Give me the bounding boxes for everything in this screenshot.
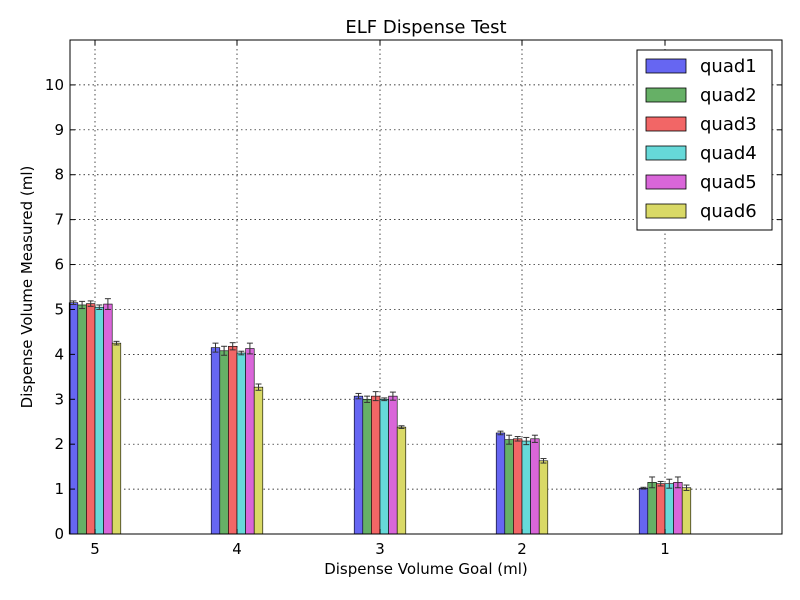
y-tick-label: 5	[54, 300, 64, 318]
legend: quad1 quad2 quad3 quad4 quad5 quad6	[636, 49, 773, 231]
legend-label-quad6: quad6	[700, 201, 757, 222]
bar-quad2-1	[647, 482, 657, 535]
bar-quad4-3	[379, 398, 389, 535]
legend-label-quad5: quad5	[700, 172, 757, 193]
bar-quad4-4	[236, 352, 246, 535]
bar-quad1-1	[638, 487, 649, 535]
bar-quad5-2	[530, 438, 540, 535]
legend-swatch-quad5	[645, 174, 687, 190]
bar-quad3-3	[371, 395, 381, 535]
x-tick-label: 5	[90, 540, 100, 558]
legend-swatch-quad3	[645, 116, 687, 132]
bar-quad4-5	[94, 306, 104, 535]
bar-quad1-3	[353, 395, 364, 535]
x-tick-label: 2	[517, 540, 527, 558]
bar-quad2-3	[362, 398, 372, 535]
y-tick-label: 7	[54, 211, 64, 229]
bar-quad4-2	[521, 440, 531, 535]
bar-quad5-1	[673, 482, 683, 535]
chart-title: ELF Dispense Test	[345, 17, 506, 38]
bar-quad5-4	[245, 348, 255, 535]
y-tick-label: 3	[54, 390, 64, 408]
legend-label-quad2: quad2	[700, 85, 757, 106]
bar-quad6-4	[253, 386, 264, 535]
y-tick-label: 9	[54, 121, 64, 139]
bar-quad5-3	[388, 395, 398, 535]
bar-quad2-4	[219, 350, 229, 535]
bar-quad2-5	[77, 304, 87, 535]
bar-quad6-2	[538, 460, 549, 535]
bar-quad3-1	[656, 483, 666, 535]
bar-quad2-2	[504, 439, 514, 535]
legend-swatch-quad4	[645, 145, 687, 161]
bar-quad6-5	[111, 342, 122, 535]
y-tick-label: 0	[54, 525, 64, 543]
x-tick-label: 1	[660, 540, 670, 558]
bar-quad3-5	[86, 303, 96, 535]
y-axis: 0 1 2 3 4 5 6 7 8 9 10	[45, 76, 782, 543]
y-axis-label: Dispense Volume Measured (ml)	[18, 166, 36, 409]
y-tick-label: 10	[45, 76, 64, 94]
x-axis: 5 4 3 2 1	[90, 40, 670, 558]
bar-quad3-2	[513, 438, 523, 535]
bar-quad6-3	[396, 426, 407, 535]
legend-label-quad4: quad4	[700, 143, 757, 164]
bar-quad1-4	[210, 347, 221, 535]
legend-box	[636, 49, 773, 231]
x-tick-label: 4	[232, 540, 242, 558]
bar-quad6-1	[681, 487, 692, 535]
bar-quad5-5	[103, 303, 113, 535]
y-tick-label: 4	[54, 345, 64, 363]
y-tick-label: 8	[54, 166, 64, 184]
x-tick-label: 3	[375, 540, 385, 558]
bar-quad3-4	[228, 345, 238, 535]
plot-frame	[69, 39, 783, 535]
y-tick-label: 2	[54, 435, 64, 453]
bar-quad4-1	[664, 483, 674, 535]
legend-swatch-quad2	[645, 87, 687, 103]
y-tick-label: 6	[54, 256, 64, 274]
legend-label-quad3: quad3	[700, 114, 757, 135]
legend-swatch-quad1	[645, 58, 687, 74]
grid-lines	[70, 40, 782, 534]
legend-swatch-quad6	[645, 203, 687, 219]
bar-quad1-2	[495, 432, 506, 535]
x-axis-label: Dispense Volume Goal (ml)	[324, 560, 528, 578]
legend-label-quad1: quad1	[700, 56, 757, 77]
y-tick-label: 1	[54, 480, 64, 498]
